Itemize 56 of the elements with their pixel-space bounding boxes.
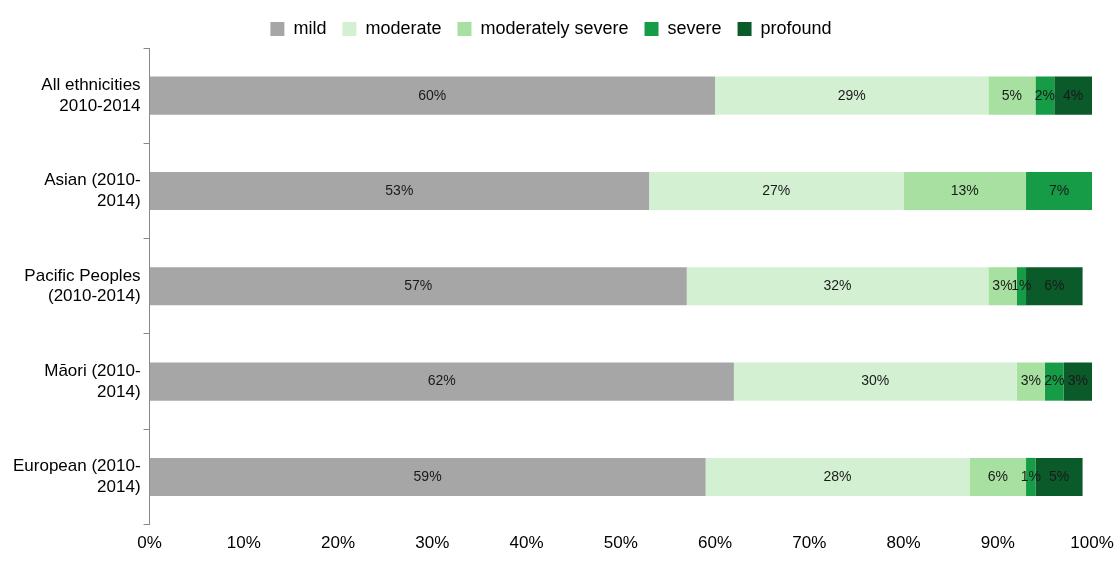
y-tick-label: Asian (2010-2014) [44,170,141,210]
bar [149,457,706,496]
data-label: 2% [1044,372,1065,389]
data-label: 32% [823,277,852,294]
legend-label: severe [667,17,722,38]
x-tick-label: 70% [792,533,827,553]
bar [715,76,989,115]
data-label: 3% [1020,372,1041,389]
bar [903,171,1027,211]
data-label: 27% [762,181,791,198]
bar [149,76,716,115]
bar [149,267,687,306]
legend-label: profound [760,17,832,38]
x-tick-label: 100% [1070,533,1114,553]
data-label: 30% [861,372,890,389]
x-tick-label: 80% [886,533,921,553]
data-label: 6% [1044,277,1065,294]
data-label: 53% [385,181,414,198]
bar [733,362,1017,401]
bar [649,171,904,211]
x-tick-label: 10% [226,533,261,553]
x-tick-label: 60% [698,533,733,553]
data-label: 6% [987,467,1008,484]
data-label: 60% [418,86,447,103]
bar [705,457,970,496]
data-label: 3% [992,277,1013,294]
bar [149,171,650,211]
bar [988,76,1036,115]
bar [686,267,989,306]
data-label: 4% [1063,86,1084,103]
data-label: 28% [823,467,852,484]
data-label: 59% [413,467,442,484]
bar [149,362,734,401]
data-label: 7% [1048,181,1070,198]
bar [1026,171,1092,211]
y-tick-label: Pacific Peoples (2010-2014) [24,265,141,306]
data-label: 3% [1067,372,1088,389]
x-tick-label: 40% [509,533,544,553]
x-tick-label: 30% [415,533,450,553]
data-label: 29% [837,86,866,103]
x-tick-label: 50% [603,533,638,553]
x-tick-label: 0% [137,533,162,553]
data-label: 5% [1048,467,1070,484]
data-label: 13% [950,181,979,198]
legend-label: moderate [365,17,442,38]
y-tick-label: All ethnicities 2010-2014 [41,75,141,115]
bar [1054,76,1092,115]
x-tick-label: 90% [980,533,1015,553]
y-tick-label: Māori (2010-2014) [44,361,141,401]
legend-label: mild [293,17,327,38]
y-tick-label: European (2010-2014) [13,456,141,496]
data-label: 57% [404,277,433,294]
legend-label: moderately severe [480,17,629,38]
x-tick-label: 20% [321,533,356,553]
data-label: 5% [1001,86,1023,103]
data-label: 62% [427,372,456,389]
